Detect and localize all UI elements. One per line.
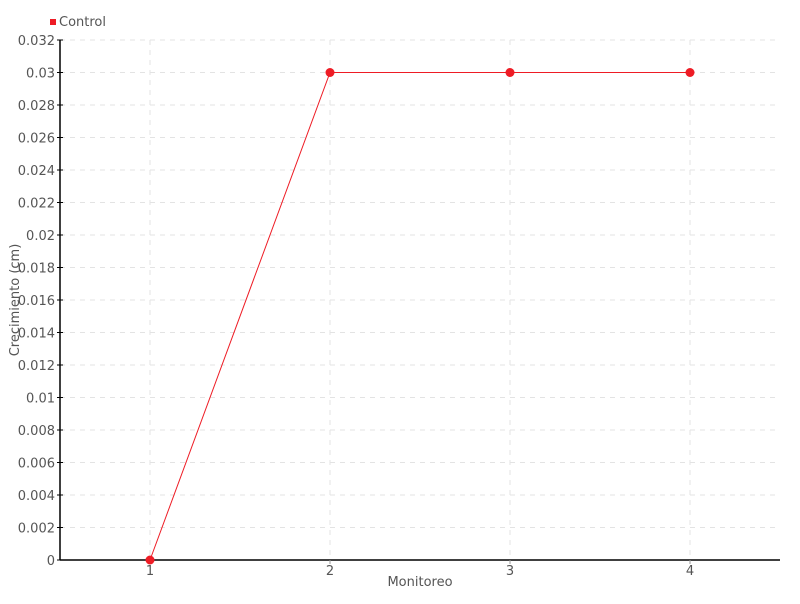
y-axis-label: Crecimiento (cm) [8,244,23,357]
y-ticks: 0 0.002 0.004 0.006 0.008 0.01 0.012 0.014 0.016… [18,34,63,569]
data-point [325,68,335,77]
x-axis-label: Monitoreo [387,575,452,590]
y-tick-label: 0 [47,554,55,569]
y-tick-label: 0.014 [18,327,55,342]
y-tick-label: 0.012 [18,359,55,374]
grid [60,39,780,560]
y-tick-label: 0.016 [18,294,55,309]
legend-label: Control [59,15,106,30]
y-tick-label: 0.03 [26,67,55,82]
y-tick-label: 0.02 [26,229,55,244]
series [145,68,695,565]
x-tick-label: 1 [146,564,154,579]
legend: Control [50,15,106,30]
data-point [505,68,515,77]
y-tick-label: 0.026 [18,132,55,147]
x-tick-label: 2 [326,564,334,579]
x-tick-label: 3 [506,564,514,579]
y-tick-label: 0.006 [18,457,55,472]
data-point [145,555,155,565]
y-tick-label: 0.032 [18,34,55,49]
y-tick-label: 0.024 [18,164,55,179]
series-line [149,72,690,561]
y-tick-label: 0.018 [18,262,55,277]
y-tick-label: 0.01 [26,392,55,407]
y-tick-label: 0.004 [18,489,55,504]
y-tick-label: 0.028 [18,99,55,114]
data-point [685,68,695,77]
y-tick-label: 0.008 [18,424,55,439]
y-tick-label: 0.002 [18,522,55,537]
legend-swatch [50,19,56,25]
x-tick-label: 4 [686,564,694,579]
y-tick-label: 0.022 [18,197,55,212]
